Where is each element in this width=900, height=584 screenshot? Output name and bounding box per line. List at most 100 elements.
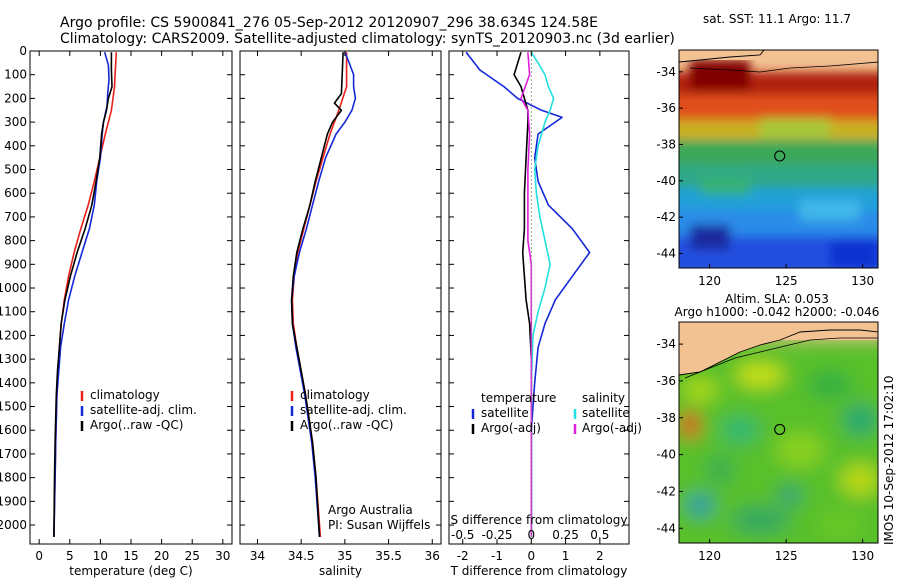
depth-tick-label: 200 — [4, 91, 27, 105]
depth-tick-label: 1900 — [0, 494, 27, 508]
depth-tick-label: 1100 — [0, 305, 27, 319]
sst-argo-marker — [774, 150, 786, 162]
depth-tick-label: 400 — [4, 139, 27, 153]
salinity-annotation: PI: Susan Wijffels — [328, 518, 430, 532]
sst-map-x-tick-label: 130 — [851, 274, 874, 288]
depth-tick-label: 600 — [4, 186, 27, 200]
depth-tick-label: 500 — [4, 163, 27, 177]
salinity-x-axis-label: salinity — [319, 564, 362, 578]
temperature-series-satellite-adj-clim — [53, 51, 110, 537]
temperature-legend-entry: satellite-adj. clim. — [90, 403, 197, 417]
temperature-x-tick-label: 10 — [93, 549, 108, 563]
salinity-legend-entry: Argo(..raw -QC) — [300, 418, 393, 432]
difference-legend-title-salinity: salinity — [582, 391, 625, 405]
sla-coastline-fill — [679, 322, 878, 375]
sst-map-y-tick-label: -40 — [656, 174, 676, 188]
temperature-axes-frame — [29, 50, 233, 545]
sla-shelf-contour — [684, 337, 878, 379]
panel-salinity: 34 34.5 35 35.5 36 salinity climatologysatelli… — [239, 50, 442, 578]
salinity-annotation: Argo Australia — [328, 503, 413, 517]
sst-map-title: sat. SST: 11.1 Argo: 11.7 — [703, 12, 851, 26]
depth-tick-label: 100 — [4, 68, 27, 82]
difference-series-t-satellite — [465, 51, 591, 537]
difference-legend-entry: satellite — [582, 406, 630, 420]
temperature-x-tick-label: 15 — [123, 549, 138, 563]
depth-tick-label: 1400 — [0, 376, 27, 390]
sst-y-ticks: -34 -36 -38 -40 -42 -44 — [656, 65, 683, 260]
temperature-x-tick-label: 5 — [66, 549, 74, 563]
sla-map-x-tick-label: 125 — [775, 549, 798, 563]
salinity-series-climatology — [291, 52, 348, 537]
depth-tick-label: 1300 — [0, 352, 27, 366]
temperature-x-tick-label: 25 — [185, 549, 200, 563]
sla-x-ticks: 120 125 130 — [698, 539, 874, 563]
depth-tick-label: 900 — [4, 257, 27, 271]
sst-map-y-tick-label: -44 — [656, 246, 676, 260]
sst-map-y-tick-label: -38 — [656, 137, 676, 151]
sst-coastline — [679, 50, 765, 63]
depth-tick-label: 300 — [4, 115, 27, 129]
difference-legend-entry: Argo(-adj) — [582, 421, 642, 435]
sla-map-y-tick-label: -44 — [656, 521, 676, 535]
panel-temperature: 0 5 10 15 20 25 30 temperature (deg C) 0 100 200 30… — [0, 44, 233, 578]
sst-map-y-tick-label: -42 — [656, 210, 676, 224]
imos-credit: IMOS 10-Sep-2012 17:02:10 — [882, 375, 896, 545]
temperature-x-tick-label: 30 — [215, 549, 230, 563]
difference-x-tick-label: 0 — [527, 549, 535, 563]
depth-tick-label: 1000 — [0, 281, 27, 295]
temperature-x-axis-label: temperature (deg C) — [69, 564, 192, 578]
depth-tick-label: 1600 — [0, 423, 27, 437]
difference-x-tick-label: -1 — [491, 549, 503, 563]
sla-y-ticks: -34 -36 -38 -40 -42 -44 — [656, 337, 683, 535]
salinity-x-tick-label: 35 — [337, 549, 352, 563]
sla-argo-marker — [774, 423, 786, 435]
difference-legend-title-temperature: temperature — [481, 391, 556, 405]
difference-s-axis-label: S difference from climatology — [451, 513, 628, 527]
sst-x-ticks: 120 125 130 — [698, 264, 874, 288]
depth-tick-label: 1700 — [0, 447, 27, 461]
salinity-series-satellite-adj-clim — [290, 51, 357, 537]
sst-coastline-fill — [679, 50, 878, 62]
sla-map-y-tick-label: -36 — [656, 374, 676, 388]
sst-map-y-tick-label: -34 — [656, 65, 676, 79]
sla-map-x-tick-label: 130 — [851, 549, 874, 563]
temperature-x-tick-label: 0 — [35, 549, 43, 563]
salinity-x-tick-label: 34.5 — [288, 549, 315, 563]
sla-map-y-tick-label: -42 — [656, 484, 676, 498]
depth-tick-label: 1500 — [0, 400, 27, 414]
sst-map-x-tick-label: 125 — [775, 274, 798, 288]
depth-tick-label: 800 — [4, 234, 27, 248]
depth-tick-label: 1800 — [0, 471, 27, 485]
salinity-series-argo-raw-qc — [290, 52, 344, 537]
depth-tick-label: 700 — [4, 210, 27, 224]
sla-map-frame — [678, 321, 879, 544]
sla-coastline — [679, 329, 878, 376]
difference-x-tick-label: -2 — [457, 549, 469, 563]
depth-tick-label: 0 — [19, 44, 27, 58]
sst-map-y-tick-label: -36 — [656, 101, 676, 115]
salinity-axes-frame — [239, 50, 442, 545]
figure-title-line2: Climatology: CARS2009. Satellite-adjuste… — [60, 31, 675, 47]
salinity-legend-entry: satellite-adj. clim. — [300, 403, 407, 417]
difference-x-axis-label: T difference from climatology — [450, 564, 628, 578]
sst-map-x-tick-label: 120 — [698, 274, 721, 288]
temperature-series-climatology — [53, 52, 118, 537]
difference-s-tick-label: -0.5 — [451, 528, 474, 542]
sla-map-y-tick-label: -40 — [656, 448, 676, 462]
sla-map-x-tick-label: 120 — [698, 549, 721, 563]
difference-legend-entry: Argo(-adj) — [481, 421, 541, 435]
difference-s-tick-label: -0.25 — [481, 528, 512, 542]
difference-s-tick-label: 0 — [527, 528, 535, 542]
depth-tick-label: 1200 — [0, 328, 27, 342]
salinity-x-tick-label: 34 — [250, 549, 265, 563]
sla-map: Altim. SLA: 0.053 Argo h1000: -0.042 h20… — [656, 292, 879, 563]
difference-s-tick-label: 0.25 — [552, 528, 579, 542]
depth-tick-label: 2000 — [0, 518, 27, 532]
sst-shelf-contour — [689, 61, 878, 73]
sst-map-frame — [678, 49, 879, 269]
temperature-legend-entry: Argo(..raw -QC) — [90, 418, 183, 432]
difference-x-tick-label: 1 — [562, 549, 570, 563]
sla-map-y-tick-label: -34 — [656, 337, 676, 351]
